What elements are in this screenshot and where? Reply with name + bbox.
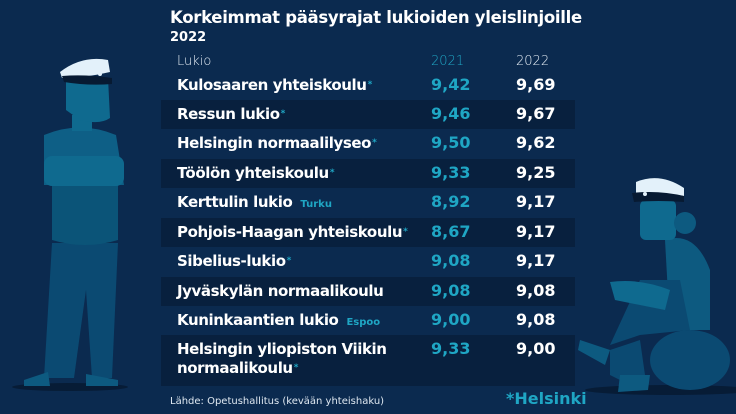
source-note: Lähde: Opetushallitus (kevään yhteishaku…	[170, 396, 385, 407]
helsinki-marker: *	[286, 256, 292, 266]
school-name: Kuninkaantien lukio	[177, 311, 339, 329]
table-row: Ressun lukio* 9,46 9,67	[161, 100, 575, 129]
helsinki-marker: *	[403, 227, 408, 237]
school-name: Kulosaaren yhteiskoulu	[177, 76, 367, 94]
value-2022: 9,17	[516, 192, 556, 211]
school-name: Jyväskylän normaalikoulu	[177, 282, 384, 300]
helsinki-legend: *Helsinki	[506, 389, 587, 408]
value-2021: 9,33	[431, 163, 471, 182]
table-row: Kulosaaren yhteiskoulu* 9,42 9,69	[161, 71, 575, 100]
value-2022: 9,69	[516, 75, 556, 94]
value-2021: 9,42	[431, 75, 471, 94]
value-2021: 9,33	[431, 339, 471, 358]
value-2021: 8,67	[431, 222, 471, 241]
value-2021: 9,08	[431, 251, 471, 270]
value-2021: 9,50	[431, 133, 471, 152]
value-2021: 9,08	[431, 281, 471, 300]
sitting-student-illustration	[578, 178, 736, 395]
school-name: Pohjois-Haagan yhteiskoulu	[177, 223, 403, 241]
helsinki-marker: *	[293, 363, 299, 373]
table-row: Helsingin normaalilyseo* 9,50 9,62	[161, 129, 575, 159]
city-label: Espoo	[346, 317, 381, 328]
value-2021: 8,92	[431, 192, 471, 211]
table-row: Sibelius-lukio* 9,08 9,17	[161, 247, 575, 277]
column-header-school: Lukio	[177, 54, 212, 69]
value-2022: 9,08	[516, 310, 556, 329]
value-2022: 9,17	[516, 251, 556, 270]
table-row: Kerttulin lukio Turku 8,92 9,17	[161, 188, 575, 218]
school-name-line1: Helsingin yliopiston Viikin	[177, 340, 387, 358]
value-2021: 9,00	[431, 310, 471, 329]
school-name-line2: normaalikoulu	[177, 359, 293, 377]
column-header-2022: 2022	[516, 54, 550, 69]
table-row: Töölön yhteiskoulu* 9,33 9,25	[161, 159, 575, 188]
school-name: Sibelius-lukio	[177, 252, 286, 270]
value-2022: 9,62	[516, 133, 556, 152]
helsinki-marker: *	[280, 109, 286, 119]
city-label: Turku	[300, 199, 332, 210]
table-row: Kuninkaantien lukio Espoo 9,00 9,08	[161, 306, 575, 335]
table-row: Jyväskylän normaalikoulu 9,08 9,08	[161, 277, 575, 306]
standing-student-illustration	[12, 58, 128, 391]
value-2022: 9,67	[516, 104, 556, 123]
chart-title: Korkeimmat pääsyrajat lukioiden yleislin…	[170, 8, 582, 27]
school-name: Töölön yhteiskoulu	[177, 164, 329, 182]
chart-subtitle: 2022	[170, 30, 207, 45]
value-2022: 9,25	[516, 163, 556, 182]
helsinki-marker: *	[372, 138, 377, 148]
school-name: Ressun lukio	[177, 105, 280, 123]
value-2022: 9,17	[516, 222, 556, 241]
value-2022: 9,00	[516, 339, 556, 358]
school-name: Kerttulin lukio	[177, 193, 293, 211]
helsinki-marker: *	[329, 168, 335, 178]
value-2022: 9,08	[516, 281, 556, 300]
helsinki-marker: *	[367, 80, 373, 90]
column-header-2021: 2021	[431, 54, 465, 69]
school-name: Helsingin normaalilyseo	[177, 134, 372, 152]
table-row: Helsingin yliopiston Viikin normaalikoul…	[161, 335, 575, 386]
value-2021: 9,46	[431, 104, 471, 123]
table-row: Pohjois-Haagan yhteiskoulu* 8,67 9,17	[161, 218, 575, 247]
